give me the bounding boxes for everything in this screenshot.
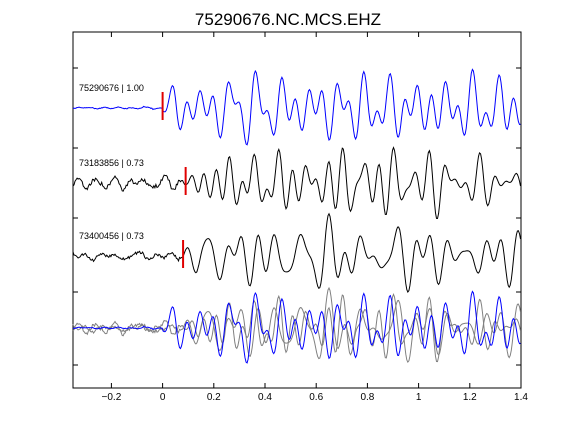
trace-group: 75290676 | 1.00 73183856 | 0.73 73400456 |… (72, 68, 521, 364)
overlay-waveform-other (72, 293, 521, 363)
trace-waveform (72, 146, 521, 220)
overlay-waveform-reference (72, 290, 521, 364)
trace-waveform (72, 212, 521, 293)
plot-frame (72, 31, 522, 389)
x-tick-label: 0 (160, 392, 166, 403)
x-tick-label: 1.4 (514, 392, 528, 403)
x-tick-label: 0.8 (360, 392, 374, 403)
chart-title: 75290676.NC.MCS.EHZ (195, 10, 381, 29)
x-tick-label: 1 (416, 392, 422, 403)
x-tick-label: 0.2 (207, 392, 221, 403)
trace-label: 73183856 | 0.73 (79, 158, 144, 168)
overlay-waveform-other (72, 286, 521, 364)
x-tick-label: 0.4 (258, 392, 272, 403)
x-tick-label: 1.2 (463, 392, 477, 403)
trace-label: 75290676 | 1.00 (79, 83, 144, 93)
x-tick-label: −0.2 (102, 392, 122, 403)
trace-label: 73400456 | 0.73 (79, 231, 144, 241)
x-tick-label: 0.6 (309, 392, 323, 403)
axis-ticks: −0.2 0 0.2 0.4 0.6 0.8 1 1.2 1.4 (73, 32, 528, 403)
trace-waveform (72, 68, 521, 146)
